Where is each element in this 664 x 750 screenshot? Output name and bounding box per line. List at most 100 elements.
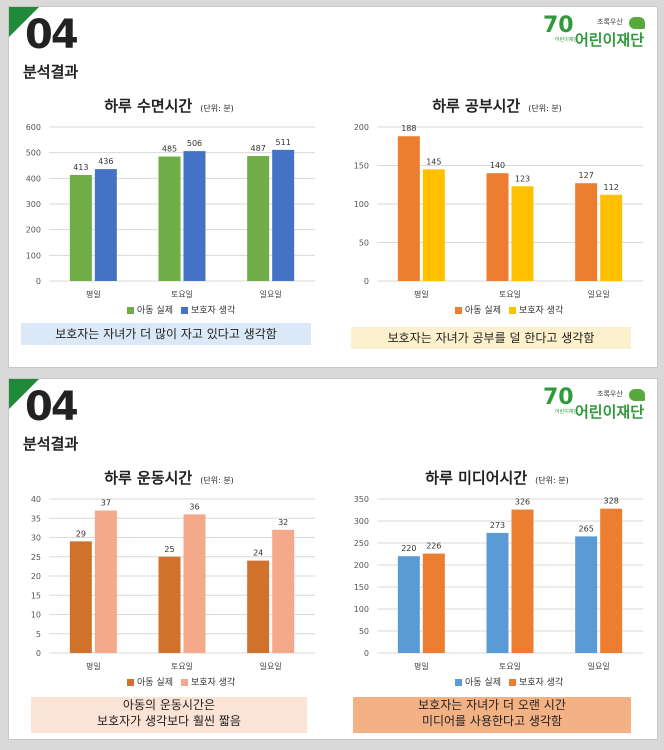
chart-sleep: 하루 수면시간 (단위: 분) 0 100 200 300 400 500 600 413 436… <box>9 89 329 347</box>
bar <box>272 149 295 281</box>
y-tick-label: 400 <box>26 174 41 183</box>
y-tick-label: 40 <box>31 495 41 504</box>
chart-title: 하루 공부시간 <box>432 97 521 115</box>
bar <box>247 156 270 281</box>
section-number: 04 <box>25 12 79 58</box>
y-tick-label: 50 <box>359 239 369 248</box>
bar <box>158 556 181 653</box>
data-label: 127 <box>579 171 594 180</box>
chart-legend: 아동 실제 보호자 생각 <box>119 303 235 316</box>
legend-swatch <box>508 307 516 314</box>
chart-title: 하루 수면시간 <box>104 97 193 115</box>
y-tick-label: 250 <box>354 539 369 548</box>
legend-swatch <box>180 679 188 686</box>
y-tick-label: 30 <box>31 534 41 543</box>
logo-small: 초록우산 <box>597 18 623 26</box>
x-tick-label: 토요일 <box>499 662 521 671</box>
chart-svg: 0 5 10 15 20 25 30 35 40 29 37 평일 25 36 토요일 24 32 일요일 <box>31 495 315 671</box>
x-tick-label: 평일 <box>414 661 429 671</box>
y-tick-label: 500 <box>26 149 41 158</box>
legend-label: 아동 실제 <box>465 306 501 316</box>
logo-name: 어린이재단 <box>575 403 645 421</box>
logo: 70 어린이재단 초록우산 어린이재단 <box>541 385 649 427</box>
data-label: 123 <box>515 174 530 183</box>
y-tick-label: 100 <box>354 200 369 209</box>
x-tick-label: 평일 <box>414 289 429 299</box>
chart-svg: 0 100 200 300 400 500 600 413 436 평일 485 506 토요일 487 5… <box>26 123 315 299</box>
bar <box>600 194 623 281</box>
data-label: 328 <box>604 497 619 506</box>
y-tick-label: 10 <box>31 611 41 620</box>
legend-label: 아동 실제 <box>465 678 501 688</box>
chart-exercise: 하루 운동시간 (단위: 분) 0 5 10 15 20 25 30 35 40 29 37 평일 25 3… <box>9 461 329 733</box>
legend-label: 아동 실제 <box>137 678 173 688</box>
y-tick-label: 0 <box>364 277 369 286</box>
section-number: 04 <box>25 384 79 430</box>
bar <box>94 510 117 653</box>
data-label: 112 <box>604 183 619 192</box>
chart-title: 하루 운동시간 <box>104 469 193 487</box>
chart-svg: 0 50 100 150 200 188 145 평일 140 123 토요일 127 112 일요일 <box>354 123 643 299</box>
legend-label: 보호자 생각 <box>190 678 236 688</box>
logo-tiny: 어린이재단 <box>555 37 579 43</box>
x-tick-label: 일요일 <box>588 290 610 299</box>
bar <box>69 541 92 653</box>
y-tick-label: 25 <box>31 553 41 562</box>
bar <box>94 169 117 281</box>
x-tick-label: 일요일 <box>260 662 282 671</box>
note-line: 아동의 운동시간은 <box>122 698 216 712</box>
legend-swatch <box>508 679 516 686</box>
y-tick-label: 200 <box>354 561 369 570</box>
y-tick-label: 20 <box>31 572 41 581</box>
data-label: 29 <box>76 529 86 538</box>
y-tick-label: 0 <box>36 277 41 286</box>
legend-swatch <box>127 307 134 314</box>
bar <box>575 536 598 653</box>
legend-label: 보호자 생각 <box>518 306 564 316</box>
y-tick-label: 35 <box>31 514 41 523</box>
note-line: 보호자는 자녀가 더 오랜 시간 <box>418 698 566 712</box>
data-label: 506 <box>187 139 202 148</box>
data-label: 511 <box>276 138 291 147</box>
y-tick-label: 600 <box>26 123 41 132</box>
bar <box>397 136 420 281</box>
section-subtitle: 분석결과 <box>23 63 79 81</box>
bar <box>422 553 445 653</box>
logo-seventy: 70 <box>543 13 574 38</box>
bar <box>69 174 92 281</box>
data-label: 413 <box>73 163 88 172</box>
chart-note: 보호자는 자녀가 공부를 덜 한다고 생각함 <box>351 327 631 349</box>
data-label: 25 <box>164 545 174 554</box>
bar <box>486 173 509 281</box>
y-tick-label: 15 <box>31 591 41 600</box>
logo-small: 초록우산 <box>597 390 623 398</box>
x-tick-label: 평일 <box>86 661 101 671</box>
slide-2: 04 분석결과 70 어린이재단 초록우산 어린이재단 하루 운동시간 (단위: … <box>8 378 658 740</box>
y-tick-label: 350 <box>354 495 369 504</box>
bar <box>247 560 270 653</box>
bar <box>397 556 420 653</box>
legend-label: 보호자 생각 <box>518 678 564 688</box>
legend-swatch <box>127 679 134 686</box>
data-label: 188 <box>401 124 416 133</box>
x-tick-label: 일요일 <box>588 662 610 671</box>
y-tick-label: 50 <box>359 627 369 636</box>
chart-unit: (단위: 분) <box>535 476 569 485</box>
leaf-icon <box>629 17 645 29</box>
chart-svg: 0 50 100 150 200 250 300 350 220 226 평일 273 326 토요일 26… <box>354 495 643 671</box>
data-label: 487 <box>251 144 266 153</box>
corner-triangle <box>9 7 39 37</box>
chart-note: 보호자는 자녀가 더 오랜 시간 미디어를 사용한다고 생각함 <box>353 697 631 733</box>
bar <box>600 508 623 653</box>
chart-title: 하루 미디어시간 <box>425 469 528 487</box>
y-tick-label: 100 <box>354 605 369 614</box>
legend-swatch <box>455 307 462 314</box>
data-label: 273 <box>490 521 505 530</box>
bar <box>183 514 206 653</box>
bar <box>511 509 534 653</box>
data-label: 220 <box>401 544 416 553</box>
section-subtitle: 분석결과 <box>23 435 79 453</box>
chart-study: 하루 공부시간 (단위: 분) 0 50 100 150 200 188 145 평일 140 12… <box>337 89 657 349</box>
data-label: 37 <box>101 499 111 508</box>
data-label: 436 <box>98 157 113 166</box>
